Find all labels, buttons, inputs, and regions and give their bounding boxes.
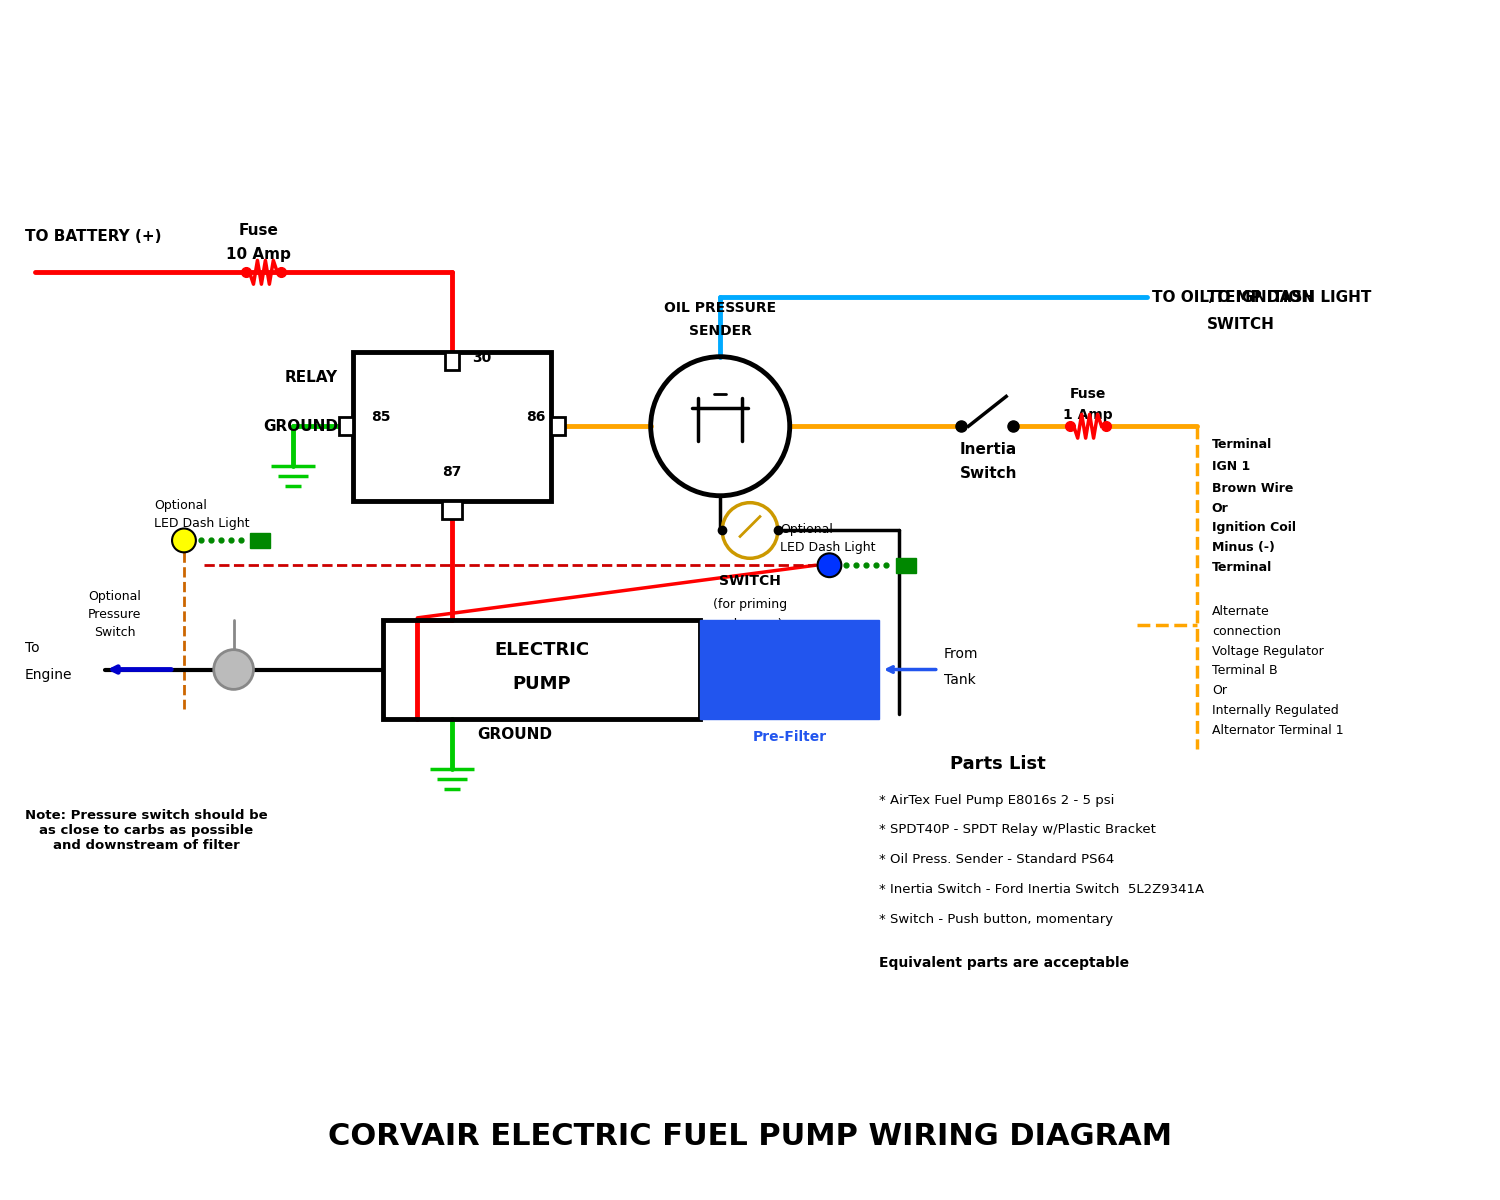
Bar: [446, 352, 459, 370]
Bar: [442, 500, 462, 518]
Bar: [382, 620, 700, 719]
Text: Tank: Tank: [944, 673, 975, 688]
Text: Or: Or: [1212, 502, 1228, 515]
Text: SENDER: SENDER: [688, 324, 752, 338]
Text: LED Dash Light: LED Dash Light: [154, 516, 249, 529]
Text: RELAY: RELAY: [285, 370, 338, 384]
Text: Pre-Filter: Pre-Filter: [753, 730, 827, 744]
Text: 10 Amp: 10 Amp: [226, 247, 291, 263]
Text: Alternator Terminal 1: Alternator Terminal 1: [1212, 724, 1344, 737]
Text: Equivalent parts are acceptable: Equivalent parts are acceptable: [879, 956, 1130, 971]
Text: Optional: Optional: [780, 523, 832, 536]
Text: Engine: Engine: [26, 668, 72, 683]
Text: 85: 85: [370, 410, 390, 425]
Text: Brown Wire: Brown Wire: [1212, 481, 1293, 494]
Circle shape: [214, 649, 254, 689]
Text: SWITCH: SWITCH: [718, 574, 782, 588]
Text: or bypass): or bypass): [717, 618, 783, 631]
Text: IGN 1: IGN 1: [1212, 460, 1249, 473]
Text: To: To: [26, 641, 39, 655]
Text: Note: Pressure switch should be
as close to carbs as possible
and downstream of : Note: Pressure switch should be as close…: [26, 809, 267, 852]
Text: TO IGNITION: TO IGNITION: [1208, 290, 1314, 305]
Bar: [896, 558, 916, 572]
Text: LED Dash Light: LED Dash Light: [780, 541, 876, 554]
Text: GROUND: GROUND: [262, 419, 338, 434]
Text: * Oil Press. Sender - Standard PS64: * Oil Press. Sender - Standard PS64: [879, 853, 1114, 866]
Text: Pressure: Pressure: [88, 608, 141, 620]
Text: ELECTRIC: ELECTRIC: [494, 641, 590, 659]
Text: TO OIL/TEMP DASH LIGHT: TO OIL/TEMP DASH LIGHT: [1152, 289, 1371, 305]
Bar: [352, 352, 552, 500]
Text: Terminal: Terminal: [1212, 562, 1272, 575]
Text: GROUND: GROUND: [477, 727, 552, 742]
Text: Internally Regulated: Internally Regulated: [1212, 704, 1338, 718]
Text: connection: connection: [1212, 625, 1281, 637]
Text: Fuse: Fuse: [238, 222, 279, 238]
Text: Fuse: Fuse: [1070, 388, 1106, 402]
Text: Terminal B: Terminal B: [1212, 665, 1278, 678]
Circle shape: [818, 553, 842, 577]
Text: 1 Amp: 1 Amp: [1064, 408, 1113, 422]
Text: 30: 30: [472, 350, 490, 365]
Text: OIL PRESSURE: OIL PRESSURE: [664, 301, 777, 316]
Bar: [552, 418, 566, 436]
Text: Voltage Regulator: Voltage Regulator: [1212, 644, 1323, 658]
Text: Switch: Switch: [93, 625, 135, 638]
Text: SWITCH: SWITCH: [1208, 317, 1275, 332]
Bar: [339, 418, 352, 436]
Text: * AirTex Fuel Pump E8016s 2 - 5 psi: * AirTex Fuel Pump E8016s 2 - 5 psi: [879, 793, 1114, 806]
Text: Parts List: Parts List: [951, 755, 1046, 773]
Text: CORVAIR ELECTRIC FUEL PUMP WIRING DIAGRAM: CORVAIR ELECTRIC FUEL PUMP WIRING DIAGRA…: [328, 1122, 1172, 1151]
Text: Optional: Optional: [154, 499, 207, 511]
Text: Or: Or: [1212, 684, 1227, 697]
Text: 87: 87: [442, 464, 462, 479]
Text: Terminal: Terminal: [1212, 438, 1272, 451]
Text: TO BATTERY (+): TO BATTERY (+): [26, 229, 162, 245]
Bar: [700, 620, 879, 719]
Bar: [251, 533, 270, 548]
Text: PUMP: PUMP: [512, 676, 572, 694]
Text: Ignition Coil: Ignition Coil: [1212, 522, 1296, 534]
Text: Optional: Optional: [88, 590, 141, 604]
Text: Minus (-): Minus (-): [1212, 541, 1275, 554]
Circle shape: [172, 528, 196, 552]
Text: Inertia: Inertia: [960, 442, 1017, 457]
Text: From: From: [944, 647, 978, 660]
Text: * Inertia Switch - Ford Inertia Switch  5L2Z9341A: * Inertia Switch - Ford Inertia Switch 5…: [879, 883, 1204, 896]
Text: * Switch - Push button, momentary: * Switch - Push button, momentary: [879, 913, 1113, 925]
Text: Switch: Switch: [960, 466, 1017, 481]
Text: 86: 86: [526, 410, 546, 425]
Text: Alternate: Alternate: [1212, 605, 1269, 618]
Text: (for priming: (for priming: [712, 598, 788, 611]
Text: * SPDT40P - SPDT Relay w/Plastic Bracket: * SPDT40P - SPDT Relay w/Plastic Bracket: [879, 823, 1156, 836]
